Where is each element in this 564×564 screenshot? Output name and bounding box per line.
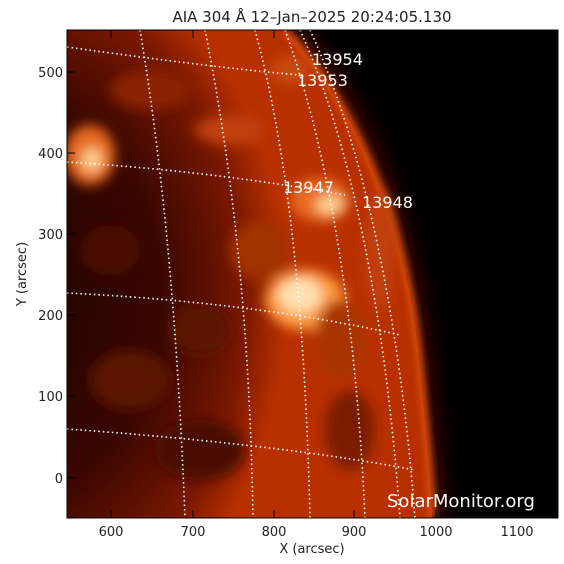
x-tick-label: 1000 xyxy=(419,525,452,540)
x-axis-label: X (arcsec) xyxy=(279,542,344,557)
x-tick-marks xyxy=(110,30,518,518)
region-label-13947: 13947 xyxy=(283,178,334,197)
watermark: SolarMonitor.org xyxy=(387,491,535,512)
plot-frame xyxy=(66,29,559,519)
x-tick-label: 700 xyxy=(181,525,206,540)
y-axis-label: Y (arcsec) xyxy=(15,242,30,307)
x-tick-label: 600 xyxy=(99,525,124,540)
y-tick-marks xyxy=(67,71,75,479)
plot-title: AIA 304 Å 12–Jan–2025 20:24:05.130 xyxy=(172,7,451,26)
x-tick-label: 1100 xyxy=(500,525,533,540)
y-tick-label: 100 xyxy=(38,390,63,405)
y-tick-label: 0 xyxy=(55,472,63,487)
x-tick-label: 900 xyxy=(342,525,367,540)
y-tick-label: 300 xyxy=(38,228,63,243)
x-tick-labels: 600 700 800 900 1000 1100 xyxy=(99,525,534,540)
y-tick-label: 400 xyxy=(38,147,63,162)
x-tick-label: 800 xyxy=(262,525,287,540)
limb-rim xyxy=(282,30,436,518)
region-label-13953: 13953 xyxy=(297,71,348,90)
region-labels: 13954 13953 13947 13948 xyxy=(283,50,413,212)
heliographic-grid xyxy=(67,30,416,518)
image-panel: 13954 13953 13947 13948 SolarMonitor.org xyxy=(67,30,558,518)
region-label-13954: 13954 xyxy=(312,50,363,69)
y-tick-label: 200 xyxy=(38,309,63,324)
y-tick-label: 500 xyxy=(38,66,63,81)
region-label-13948: 13948 xyxy=(362,193,413,212)
y-tick-labels: 0 100 200 300 400 500 xyxy=(38,66,63,487)
